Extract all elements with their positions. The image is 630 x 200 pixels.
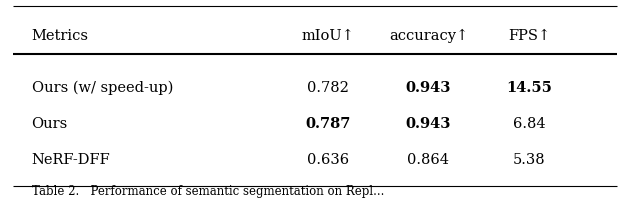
Text: mIoU↑: mIoU↑ [301,29,354,43]
Text: Ours: Ours [32,117,68,131]
Text: 14.55: 14.55 [507,81,552,95]
Text: 0.943: 0.943 [406,117,451,131]
Text: 0.864: 0.864 [408,153,449,167]
Text: 0.943: 0.943 [406,81,451,95]
Text: NeRF-DFF: NeRF-DFF [32,153,110,167]
Text: accuracy↑: accuracy↑ [389,29,468,43]
Text: 5.38: 5.38 [513,153,546,167]
Text: Table 2.   Performance of semantic segmentation on Repl...: Table 2. Performance of semantic segment… [32,185,384,198]
Text: FPS↑: FPS↑ [508,29,551,43]
Text: 0.787: 0.787 [305,117,350,131]
Text: Metrics: Metrics [32,29,88,43]
Text: 0.636: 0.636 [307,153,348,167]
Text: Ours (w/ speed-up): Ours (w/ speed-up) [32,81,173,95]
Text: 0.782: 0.782 [307,81,348,95]
Text: 6.84: 6.84 [513,117,546,131]
